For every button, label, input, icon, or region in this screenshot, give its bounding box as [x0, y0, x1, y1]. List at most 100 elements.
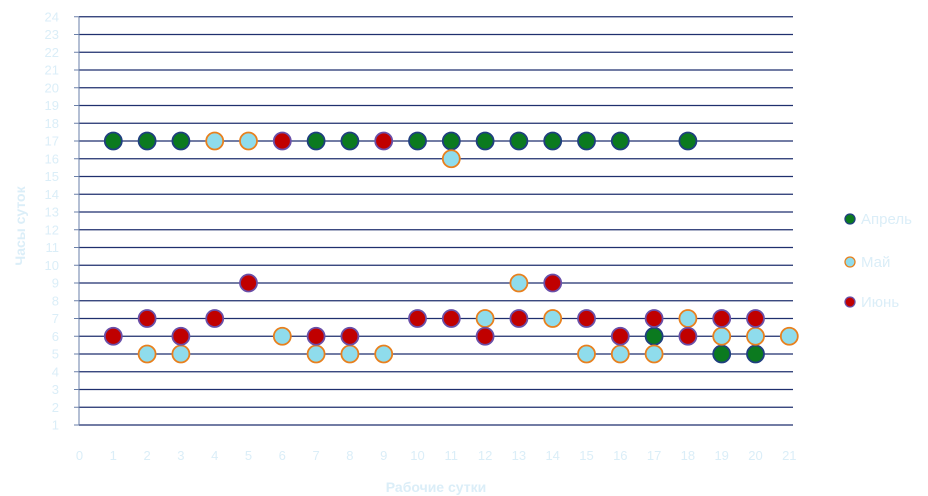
- x-tick-label: 13: [512, 448, 526, 463]
- legend-label: Июнь: [861, 294, 899, 311]
- x-tick-label: 7: [312, 448, 319, 463]
- data-points: [103, 131, 799, 364]
- y-tick-label: 22: [45, 45, 59, 60]
- data-point-series-1: [340, 131, 360, 151]
- data-point-series-3: [577, 309, 596, 328]
- data-point-series-3: [205, 309, 225, 328]
- data-point-series-1: [678, 131, 698, 151]
- data-point-series-2: [205, 131, 225, 151]
- y-tick-label: 21: [45, 63, 59, 78]
- x-axis-ticks: 0 1 2 3 4 5 6 7 8 9 10 11 12 13 14 15 16 17 18 19 20 21: [76, 448, 797, 463]
- y-tick-label: 17: [45, 134, 59, 149]
- x-tick-label: 19: [714, 448, 728, 463]
- x-tick-label: 16: [613, 448, 627, 463]
- x-tick-label: 9: [380, 448, 387, 463]
- x-tick-label: 14: [545, 448, 559, 463]
- data-point-series-2: [746, 326, 765, 346]
- data-point-series-2: [272, 326, 292, 346]
- x-tick-label: 17: [647, 448, 661, 463]
- x-tick-label: 11: [445, 448, 459, 463]
- legend-marker: [844, 256, 856, 268]
- legend-label: Апрель: [861, 211, 912, 228]
- x-tick-label: 4: [211, 448, 218, 463]
- data-point-series-3: [509, 309, 529, 328]
- x-tick-label: 2: [143, 448, 150, 463]
- x-tick-label: 1: [110, 448, 117, 463]
- data-point-series-3: [712, 309, 732, 328]
- y-tick-label: 5: [52, 347, 59, 362]
- data-point-series-1: [610, 131, 630, 151]
- x-tick-label: 3: [177, 448, 184, 463]
- y-tick-label: 2: [52, 400, 59, 415]
- legend: Апрель Май Июнь: [844, 211, 912, 311]
- data-point-series-3: [103, 326, 123, 346]
- y-tick-label: 24: [45, 9, 59, 24]
- data-point-series-3: [678, 326, 698, 346]
- y-tick-label: 14: [45, 187, 59, 202]
- data-point-series-2: [644, 344, 664, 364]
- data-point-series-3: [340, 326, 360, 346]
- data-point-series-3: [239, 273, 258, 293]
- y-tick-label: 18: [45, 116, 59, 131]
- data-point-series-2: [577, 344, 596, 364]
- legend-marker: [844, 296, 856, 308]
- x-tick-label: 15: [579, 448, 593, 463]
- x-tick-label: 12: [478, 448, 492, 463]
- data-point-series-1: [306, 131, 326, 151]
- gridlines: [74, 16, 793, 426]
- data-point-series-3: [543, 273, 563, 293]
- x-tick-label: 8: [346, 448, 353, 463]
- data-point-series-2: [171, 344, 191, 364]
- data-point-series-1: [408, 131, 427, 151]
- y-tick-label: 15: [45, 169, 59, 184]
- data-point-series-2: [137, 344, 157, 364]
- data-point-series-1: [103, 131, 123, 151]
- y-tick-label: 4: [52, 364, 59, 379]
- y-tick-label: 6: [52, 329, 59, 344]
- data-point-series-2: [239, 131, 258, 151]
- data-point-series-1: [441, 131, 461, 151]
- x-tick-label: 5: [245, 448, 252, 463]
- data-point-series-2: [509, 273, 529, 293]
- data-point-series-1: [171, 131, 191, 151]
- y-tick-label: 12: [45, 222, 59, 237]
- y-tick-label: 1: [52, 418, 59, 433]
- data-point-series-3: [441, 309, 461, 328]
- data-point-series-2: [543, 309, 563, 328]
- y-axis-title: Часы суток: [12, 185, 28, 265]
- data-point-series-3: [137, 309, 157, 328]
- y-tick-label: 9: [52, 276, 59, 291]
- data-point-series-2: [779, 326, 799, 346]
- data-point-series-3: [610, 326, 630, 346]
- x-tick-label: 6: [279, 448, 286, 463]
- data-point-series-2: [441, 149, 461, 169]
- y-tick-label: 19: [45, 98, 59, 113]
- data-point-series-3: [272, 131, 292, 151]
- y-tick-label: 11: [46, 240, 60, 255]
- y-tick-label: 10: [45, 258, 59, 273]
- data-point-series-1: [746, 344, 765, 364]
- x-tick-label: 10: [410, 448, 424, 463]
- data-point-series-1: [509, 131, 529, 151]
- data-point-series-2: [678, 309, 698, 328]
- data-point-series-1: [137, 131, 157, 151]
- y-tick-label: 7: [52, 311, 59, 326]
- data-point-series-3: [374, 131, 394, 151]
- x-tick-label: 18: [681, 448, 695, 463]
- x-axis-title: Рабочие сутки: [386, 479, 486, 495]
- data-point-series-3: [171, 326, 191, 346]
- data-point-series-1: [644, 326, 664, 346]
- data-point-series-3: [306, 326, 326, 346]
- y-tick-label: 16: [45, 151, 59, 166]
- data-point-series-3: [746, 309, 765, 328]
- y-tick-label: 3: [52, 382, 59, 397]
- data-point-series-2: [475, 309, 495, 328]
- data-point-series-1: [577, 131, 596, 151]
- data-point-series-2: [306, 344, 326, 364]
- data-point-series-1: [475, 131, 495, 151]
- data-point-series-3: [408, 309, 427, 328]
- legend-marker: [844, 213, 856, 225]
